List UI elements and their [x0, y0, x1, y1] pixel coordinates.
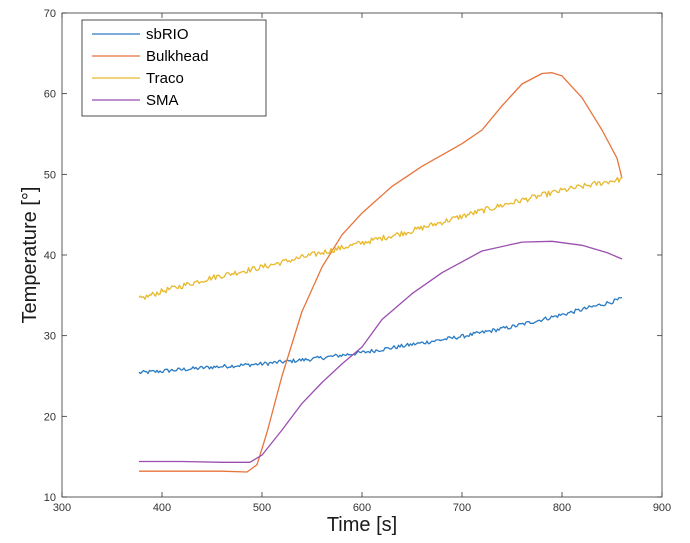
x-tick-label: 800 — [553, 502, 571, 514]
legend-label-sma: SMA — [146, 92, 179, 109]
x-tick-label: 300 — [53, 502, 71, 514]
legend-label-sbrio: sbRIO — [146, 26, 189, 43]
y-tick-label: 70 — [44, 8, 56, 20]
x-tick-label: 600 — [353, 502, 371, 514]
x-tick-label: 700 — [453, 502, 471, 514]
y-axis-title: Temperature [°] — [19, 187, 41, 324]
y-tick-label: 40 — [44, 250, 56, 262]
series-line-bulkhead — [139, 72, 623, 473]
legend: sbRIO Bulkhead Traco SMA — [81, 19, 267, 117]
x-tick-label: 500 — [253, 502, 271, 514]
series-line-traco — [138, 176, 623, 300]
series-layer — [138, 72, 623, 473]
legend-label-traco: Traco — [146, 70, 184, 87]
y-tick-label: 10 — [44, 492, 56, 504]
legend-label-bulkhead: Bulkhead — [146, 48, 209, 65]
series-line-sbrio — [138, 296, 623, 375]
y-tick-label: 60 — [44, 89, 56, 101]
y-tick-label: 30 — [44, 331, 56, 343]
y-tick-label: 50 — [44, 169, 56, 181]
x-tick-label: 400 — [153, 502, 171, 514]
y-tick-label: 20 — [44, 411, 56, 423]
axes-layer: 300 400 500 600 700 800 900 10 20 30 40 50 60 70 — [44, 8, 671, 514]
series-line-sma — [139, 240, 623, 463]
x-tick-label: 900 — [653, 502, 671, 514]
x-axis-title: Time [s] — [327, 514, 397, 536]
